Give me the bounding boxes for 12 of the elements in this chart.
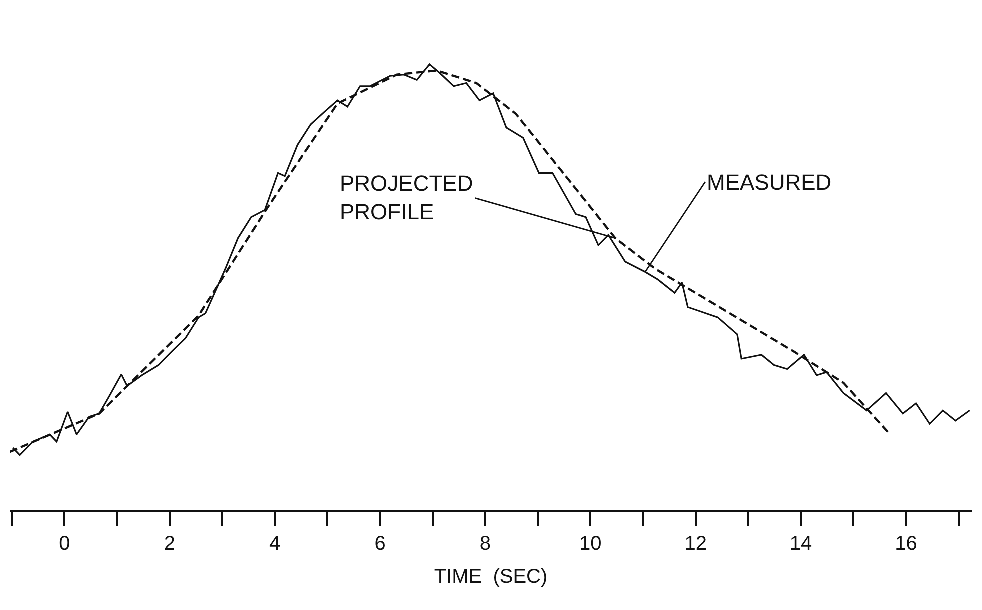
x-tick-label: 14 [790,532,812,555]
x-tick-label: 10 [580,532,602,555]
x-tick-label: 0 [59,532,70,555]
x-tick-label: 6 [374,532,386,555]
x-axis-title: TIME (SEC) [434,566,548,588]
x-tick-label: 16 [895,532,918,555]
x-tick-label: 12 [684,532,707,555]
annotation: PROJECTED PROFILE [340,171,474,225]
x-tick-label: 2 [164,532,176,555]
annotation: MEASURED [707,170,832,195]
x-tick-label: 4 [270,532,281,555]
x-tick-label: 8 [480,532,492,555]
